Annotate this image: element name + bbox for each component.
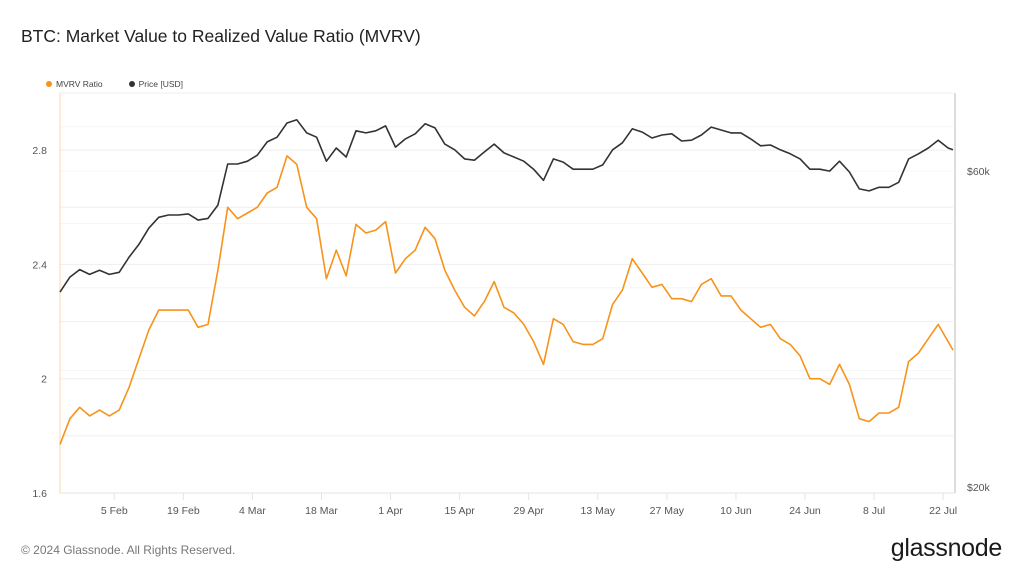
- y-left-tick-label: 1.6: [32, 488, 47, 500]
- legend-item-mvrv[interactable]: MVRV Ratio: [46, 79, 103, 89]
- x-tick-label: 4 Mar: [239, 505, 266, 517]
- legend-label-price: Price [USD]: [138, 79, 184, 89]
- price-dot-icon: [128, 81, 135, 87]
- x-tick-label: 19 Feb: [167, 505, 200, 517]
- series-lines: [59, 119, 954, 445]
- x-tick-label: 1 Apr: [378, 505, 403, 517]
- y-left-tick-label: 2: [41, 374, 47, 386]
- mvrv-dot-icon: [46, 81, 52, 87]
- legend-label-mvrv: MVRV Ratio: [56, 79, 103, 89]
- y-right-tick-label: $20k: [967, 482, 991, 494]
- mvrv-ratio-line: [59, 155, 954, 445]
- price-line: [59, 119, 954, 293]
- x-tick-label: 24 Jun: [789, 505, 821, 517]
- copyright-text: © 2024 Glassnode. All Rights Reserved.: [21, 543, 236, 557]
- chart-title: BTC: Market Value to Realized Value Rati…: [21, 26, 421, 46]
- tick-labels: 5 Feb 19 Feb 4 Mar 18 Mar 1 Apr 15 Apr 29 Apr 1…: [32, 145, 990, 517]
- x-tick-label: 10 Jun: [720, 505, 752, 517]
- x-tick-label: 13 May: [581, 505, 616, 517]
- legend-item-price[interactable]: Price [USD]: [128, 79, 184, 89]
- x-tick-label: 18 Mar: [305, 505, 338, 517]
- y-right-tick-label: $60k: [967, 166, 991, 178]
- y-left-tick-label: 2.8: [32, 145, 47, 157]
- glassnode-logo: glassnode: [890, 534, 1003, 562]
- x-tick-label: 15 Apr: [444, 505, 475, 517]
- x-tick-label: 22 Jul: [929, 505, 957, 517]
- x-tick-label: 29 Apr: [514, 505, 545, 517]
- gridlines: [60, 92, 953, 437]
- x-tick-label: 27 May: [650, 505, 685, 517]
- axes: [59, 93, 956, 500]
- x-tick-label: 8 Jul: [863, 505, 885, 517]
- x-tick-label: 5 Feb: [101, 505, 128, 517]
- legend: MVRV Ratio Price [USD]: [46, 79, 183, 89]
- y-left-tick-label: 2.4: [32, 259, 47, 271]
